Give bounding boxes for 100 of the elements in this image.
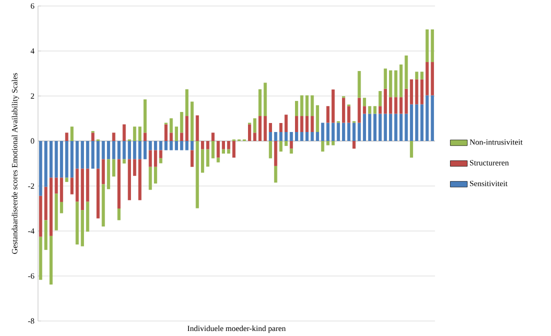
bar <box>264 116 267 141</box>
bar <box>154 150 158 167</box>
bar <box>253 132 256 141</box>
bar <box>378 91 382 106</box>
bar <box>420 104 424 141</box>
bar <box>384 88 387 114</box>
bar <box>96 168 100 218</box>
bar <box>362 98 366 106</box>
bar <box>164 140 168 150</box>
bar <box>70 140 74 178</box>
bar <box>347 122 350 141</box>
bar <box>342 122 346 141</box>
bar <box>216 140 220 158</box>
bar <box>410 79 414 104</box>
bar <box>180 112 184 133</box>
bar <box>122 124 126 141</box>
bar <box>426 62 429 96</box>
bar <box>44 220 48 250</box>
bar <box>122 140 126 160</box>
bar <box>321 140 324 152</box>
bar <box>295 116 298 132</box>
bar <box>144 140 147 160</box>
bar <box>86 168 90 202</box>
bar <box>185 89 188 116</box>
bar <box>174 140 178 150</box>
bar <box>216 158 220 162</box>
bar <box>352 140 356 149</box>
bar <box>368 106 372 114</box>
bar <box>420 72 424 80</box>
bar <box>284 140 288 146</box>
bar <box>300 95 304 116</box>
bar <box>410 140 414 158</box>
bar <box>384 114 387 141</box>
bar <box>321 122 324 141</box>
bar <box>76 202 79 244</box>
bar <box>310 95 314 116</box>
bar <box>426 29 429 62</box>
bar <box>358 98 361 123</box>
bar <box>60 178 64 202</box>
bar <box>326 122 330 141</box>
bar <box>80 210 84 246</box>
bar <box>248 124 252 141</box>
bar <box>154 166 158 184</box>
bar <box>332 122 335 141</box>
bar <box>138 126 142 141</box>
bar <box>128 159 131 200</box>
bar <box>352 122 356 141</box>
bar <box>185 140 188 150</box>
bar <box>290 140 293 149</box>
bar <box>65 132 68 141</box>
bar <box>274 166 278 183</box>
bar <box>305 95 309 116</box>
bar <box>279 122 282 132</box>
bar <box>332 140 335 146</box>
bar <box>358 122 361 141</box>
bar <box>122 159 126 164</box>
bar <box>358 70 361 98</box>
bar <box>49 178 53 236</box>
bar <box>274 140 278 166</box>
bar <box>399 64 403 98</box>
bar <box>49 236 53 285</box>
bar <box>279 140 282 152</box>
bar <box>222 140 226 150</box>
bar <box>373 106 376 114</box>
bar <box>305 116 309 132</box>
bar <box>200 140 204 150</box>
bar <box>106 159 110 190</box>
bar <box>148 150 152 167</box>
bar <box>112 140 116 160</box>
bar <box>117 208 121 220</box>
bar <box>389 70 392 98</box>
bar <box>284 114 288 132</box>
bar <box>384 68 387 89</box>
bar <box>86 202 90 232</box>
bar <box>310 116 314 132</box>
bar <box>190 140 194 150</box>
bar <box>196 115 199 141</box>
bar <box>54 178 58 194</box>
bar <box>295 132 298 141</box>
bar <box>70 178 74 194</box>
bar <box>415 72 418 80</box>
bar <box>133 140 136 160</box>
bar <box>378 106 382 114</box>
bar <box>86 140 90 169</box>
bar <box>415 104 418 141</box>
bar <box>70 126 74 141</box>
bar <box>200 149 204 173</box>
bar <box>180 132 184 141</box>
bar <box>232 140 236 158</box>
bar <box>404 55 408 89</box>
bar <box>190 102 194 141</box>
bar <box>342 98 346 123</box>
bar <box>274 132 278 141</box>
bar <box>378 114 382 141</box>
bar <box>80 140 84 169</box>
bar <box>44 140 48 187</box>
bar <box>112 132 116 141</box>
bar <box>399 114 403 141</box>
bar <box>190 150 194 167</box>
bar <box>76 140 79 169</box>
